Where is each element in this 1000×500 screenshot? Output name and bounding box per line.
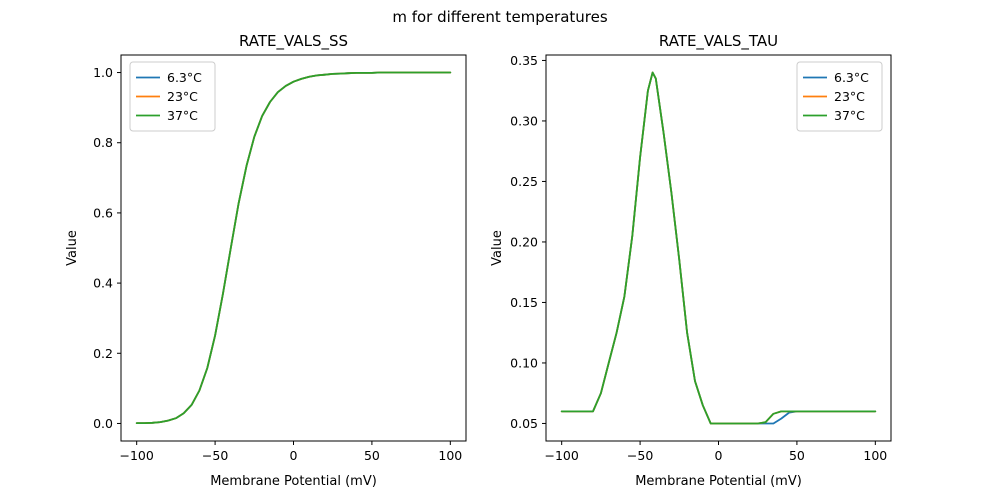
legend-label-6.3c: 6.3°C bbox=[167, 70, 202, 85]
x-tick-label: 100 bbox=[863, 448, 887, 463]
y-tick-label: 0.0 bbox=[93, 416, 113, 431]
subplot-rate_vals_ss: −100 −50 0 50 100 0.0 0.2 0.4 0.6 0.8 1.0 RATE_VALS… bbox=[65, 32, 467, 489]
y-tick-label: 0.15 bbox=[510, 295, 538, 310]
x-tick-label: 0 bbox=[715, 448, 723, 463]
legend-box bbox=[796, 61, 883, 132]
y-tick-label: 0.10 bbox=[510, 355, 538, 370]
legend-label-6.3c: 6.3°C bbox=[834, 70, 869, 85]
y-axis-label: Value bbox=[490, 230, 505, 266]
x-tick-label: −100 bbox=[120, 448, 154, 463]
y-tick-label: 0.8 bbox=[93, 135, 113, 150]
y-tick-label: 0.6 bbox=[93, 205, 113, 220]
y-tick-label: 0.05 bbox=[510, 416, 538, 431]
series-line-37c bbox=[135, 71, 452, 425]
legend-label-23c: 23°C bbox=[834, 89, 865, 104]
x-axis-label: Membrane Potential (mV) bbox=[210, 474, 377, 489]
subplot-title: RATE_VALS_TAU bbox=[659, 32, 778, 51]
y-tick-label: 0.20 bbox=[510, 234, 538, 249]
x-tick-label: 100 bbox=[438, 448, 462, 463]
y-axis-label: Value bbox=[65, 230, 80, 266]
figure-title: m for different temperatures bbox=[392, 8, 608, 26]
x-tick-label: −100 bbox=[545, 448, 579, 463]
legend-box bbox=[129, 61, 216, 132]
charts-svg: −100 −50 0 50 100 0.0 0.2 0.4 0.6 0.8 1.0 RATE_VALS… bbox=[65, 32, 892, 489]
x-tick-label: −50 bbox=[627, 448, 653, 463]
x-tick-label: 50 bbox=[364, 448, 380, 463]
y-tick-label: 0.35 bbox=[510, 53, 538, 68]
legend-label-23c: 23°C bbox=[167, 89, 198, 104]
y-tick-label: 0.30 bbox=[510, 113, 538, 128]
legend-label-37c: 37°C bbox=[834, 108, 865, 123]
subplot-rate_vals_tau: −100 −50 0 50 100 0.05 0.10 0.15 0.20 0.25 0.30 0.3… bbox=[490, 32, 892, 489]
x-tick-label: −50 bbox=[202, 448, 228, 463]
subplot-title: RATE_VALS_SS bbox=[239, 32, 348, 51]
x-tick-label: 50 bbox=[789, 448, 805, 463]
y-tick-label: 1.0 bbox=[93, 65, 113, 80]
y-tick-label: 0.25 bbox=[510, 174, 538, 189]
legend-label-37c: 37°C bbox=[167, 108, 198, 123]
x-axis-label: Membrane Potential (mV) bbox=[635, 474, 802, 489]
series-line-37c bbox=[560, 71, 877, 425]
y-tick-label: 0.4 bbox=[93, 276, 113, 291]
y-tick-label: 0.2 bbox=[93, 346, 113, 361]
x-tick-label: 0 bbox=[290, 448, 298, 463]
